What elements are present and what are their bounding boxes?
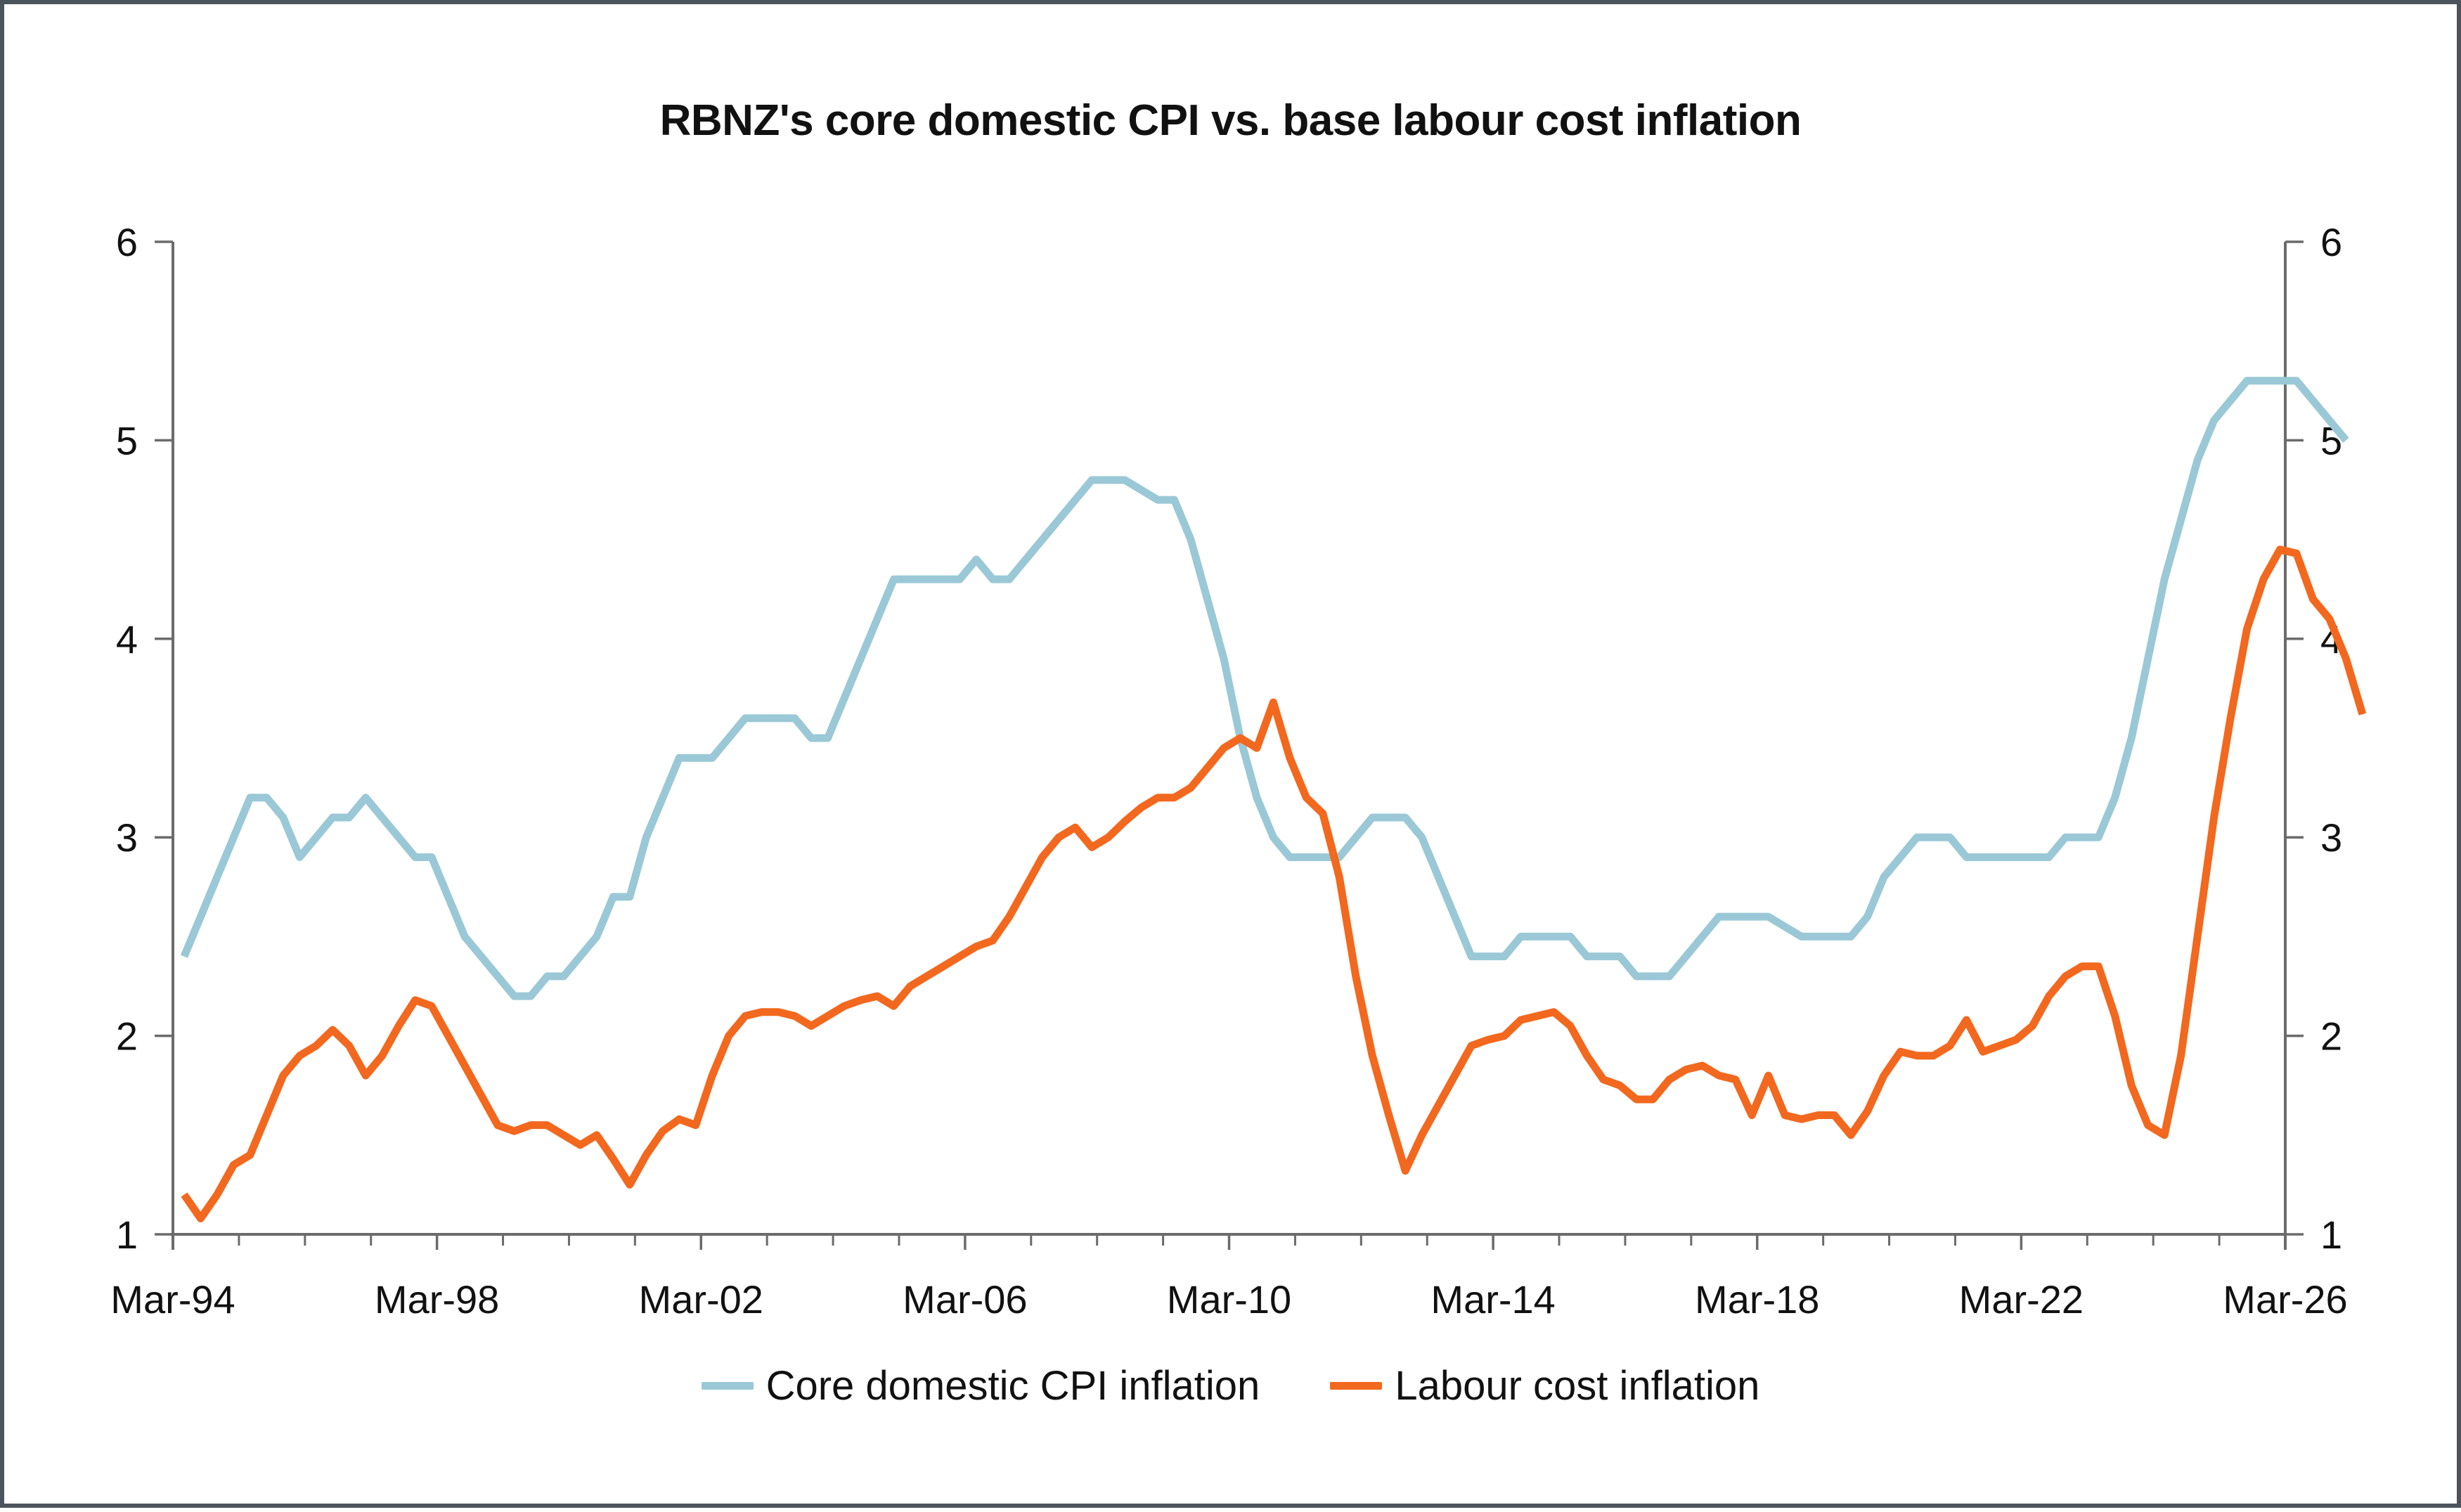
legend-swatch-icon-1 bbox=[1330, 1382, 1383, 1390]
series-line-core-cpi bbox=[180, 377, 2349, 1000]
y-tick-label-right-3: 3 bbox=[2320, 815, 2342, 860]
legend-label-0: Core domestic CPI inflation bbox=[766, 1363, 1260, 1409]
y-tick-label-left-3: 3 bbox=[116, 815, 138, 860]
y-tick-label-left-6: 6 bbox=[116, 220, 138, 264]
y-tick-label-left-1: 1 bbox=[116, 1213, 138, 1257]
series-group bbox=[180, 377, 2367, 1222]
legend-item-0[interactable]: Core domestic CPI inflation bbox=[701, 1362, 1260, 1409]
y-tick-label-right-1: 1 bbox=[2320, 1213, 2342, 1257]
series-line-labour-cost bbox=[181, 545, 2367, 1222]
x-tick-label-2018: Mar-18 bbox=[1695, 1277, 1819, 1322]
y-tick-label-left-4: 4 bbox=[116, 617, 138, 661]
y-tick-label-left-5: 5 bbox=[116, 418, 138, 463]
chart-legend: Core domestic CPI inflation Labour cost i… bbox=[4, 1362, 2457, 1409]
legend-swatch-icon-0 bbox=[701, 1382, 754, 1390]
y-tick-label-right-2: 2 bbox=[2320, 1014, 2342, 1059]
x-tick-label-1994: Mar-94 bbox=[110, 1277, 235, 1322]
y-tick-label-left-2: 2 bbox=[116, 1014, 138, 1059]
x-tick-label-2026: Mar-26 bbox=[2223, 1277, 2347, 1322]
x-tick-label-2022: Mar-22 bbox=[1959, 1277, 2084, 1322]
legend-item-1[interactable]: Labour cost inflation bbox=[1330, 1362, 1759, 1409]
y-tick-label-right-6: 6 bbox=[2320, 220, 2342, 264]
legend-label-1: Labour cost inflation bbox=[1395, 1363, 1760, 1409]
x-tick-label-2014: Mar-14 bbox=[1430, 1277, 1555, 1322]
x-tick-label-2010: Mar-10 bbox=[1167, 1277, 1291, 1322]
page-title: RBNZ's core domestic CPI vs. base labour… bbox=[659, 96, 1802, 145]
x-tick-label-1998: Mar-98 bbox=[375, 1277, 499, 1322]
x-tick-label-2006: Mar-06 bbox=[903, 1277, 1027, 1322]
x-tick-label-2002: Mar-02 bbox=[639, 1277, 763, 1322]
